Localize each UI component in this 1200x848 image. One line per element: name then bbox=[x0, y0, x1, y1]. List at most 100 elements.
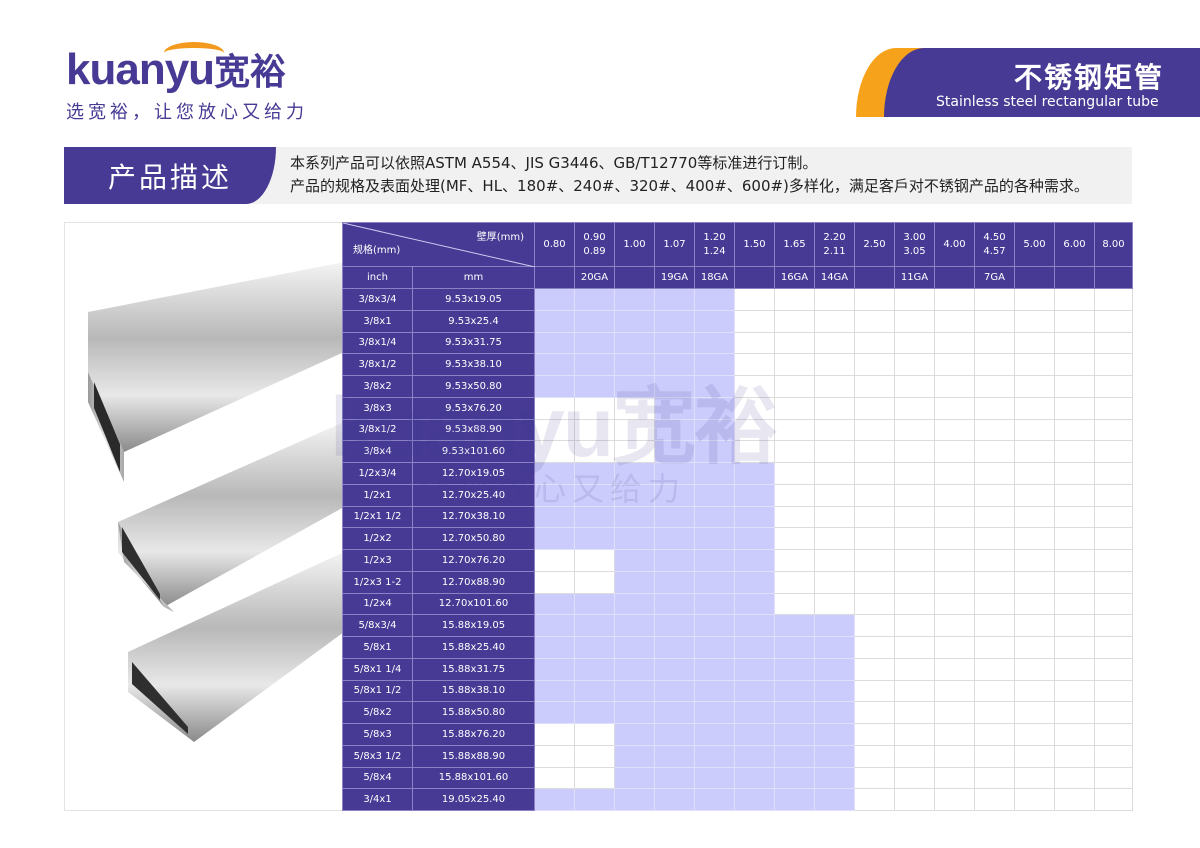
table-row: 3/8x3/4 9.53x19.05 bbox=[342, 288, 1133, 311]
empty-cell bbox=[934, 788, 975, 811]
spec-table: 壁厚(mm) 规格(mm) 0.80 0.90 0.89 1.00 1.07 1.20 1.… bbox=[342, 222, 1133, 811]
empty-cell bbox=[854, 614, 895, 637]
gauge-cell: 20GA bbox=[574, 266, 615, 289]
available-cell bbox=[574, 505, 615, 529]
empty-cell bbox=[814, 375, 855, 398]
gauge-cell bbox=[1014, 266, 1055, 289]
empty-cell bbox=[934, 592, 975, 616]
available-cell bbox=[574, 353, 615, 376]
available-cell bbox=[654, 353, 695, 376]
available-cell bbox=[814, 701, 855, 724]
available-cell bbox=[574, 657, 615, 681]
empty-cell bbox=[974, 418, 1015, 442]
empty-cell bbox=[574, 440, 615, 463]
empty-cell bbox=[854, 505, 895, 529]
inch-cell: 3/8x1/4 bbox=[342, 331, 413, 355]
available-cell bbox=[574, 679, 615, 703]
empty-cell bbox=[934, 701, 975, 724]
empty-cell bbox=[854, 549, 895, 572]
empty-cell bbox=[534, 570, 575, 594]
empty-cell bbox=[814, 505, 855, 529]
empty-cell bbox=[974, 549, 1015, 572]
mm-cell: 12.70x76.20 bbox=[412, 549, 535, 572]
available-cell bbox=[654, 592, 695, 616]
thickness-value: 2.20 bbox=[823, 231, 846, 243]
empty-cell bbox=[1094, 636, 1133, 659]
empty-cell bbox=[894, 788, 935, 811]
empty-cell bbox=[934, 288, 975, 311]
available-cell bbox=[614, 309, 655, 333]
empty-cell bbox=[734, 418, 775, 442]
table-row: 1/2x1 12.70x25.40 bbox=[342, 483, 1133, 507]
empty-cell bbox=[1014, 636, 1055, 659]
table-row: 5/8x1 1/2 15.88x38.10 bbox=[342, 679, 1133, 703]
mm-cell: 9.53x38.10 bbox=[412, 353, 535, 376]
empty-cell bbox=[814, 592, 855, 616]
empty-cell bbox=[1094, 309, 1133, 333]
empty-cell bbox=[534, 440, 575, 463]
empty-cell bbox=[974, 657, 1015, 681]
mm-cell: 12.70x50.80 bbox=[412, 527, 535, 550]
available-cell bbox=[534, 592, 575, 616]
thickness-value: 0.90 bbox=[583, 231, 606, 243]
empty-cell bbox=[1054, 701, 1095, 724]
available-cell bbox=[654, 701, 695, 724]
available-cell bbox=[734, 723, 775, 746]
empty-cell bbox=[974, 505, 1015, 529]
empty-cell bbox=[814, 483, 855, 507]
empty-cell bbox=[1014, 744, 1055, 768]
empty-cell bbox=[1014, 331, 1055, 355]
empty-cell bbox=[894, 462, 935, 485]
empty-cell bbox=[1014, 679, 1055, 703]
empty-cell bbox=[614, 418, 655, 442]
empty-cell bbox=[814, 570, 855, 594]
gauge-cell: 16GA bbox=[774, 266, 815, 289]
available-cell bbox=[574, 288, 615, 311]
empty-cell bbox=[1054, 396, 1095, 420]
mm-cell: 9.53x88.90 bbox=[412, 418, 535, 442]
empty-cell bbox=[774, 549, 815, 572]
empty-cell bbox=[574, 766, 615, 790]
empty-cell bbox=[1054, 614, 1095, 637]
available-cell bbox=[534, 788, 575, 811]
page-title: 不锈钢矩管 bbox=[1014, 61, 1165, 94]
inch-cell: 1/2x2 bbox=[342, 527, 413, 550]
mm-cell: 15.88x19.05 bbox=[412, 614, 535, 637]
empty-cell bbox=[854, 570, 895, 594]
empty-cell bbox=[894, 331, 935, 355]
inch-cell: 1/2x1 1/2 bbox=[342, 505, 413, 529]
description-line-2: 产品的规格及表面处理(MF、HL、180#、240#、320#、400#、600… bbox=[290, 177, 1089, 195]
empty-cell bbox=[1014, 396, 1055, 420]
empty-cell bbox=[1094, 527, 1133, 550]
empty-cell bbox=[774, 505, 815, 529]
empty-cell bbox=[974, 483, 1015, 507]
empty-cell bbox=[1094, 592, 1133, 616]
tube-3 bbox=[128, 552, 344, 742]
empty-cell bbox=[774, 331, 815, 355]
empty-cell bbox=[974, 331, 1015, 355]
gauge-cell: 19GA bbox=[654, 266, 695, 289]
available-cell bbox=[574, 636, 615, 659]
empty-cell bbox=[854, 744, 895, 768]
empty-cell bbox=[1054, 657, 1095, 681]
thickness-col-header: 1.20 1.24 bbox=[694, 222, 735, 267]
available-cell bbox=[534, 462, 575, 485]
available-cell bbox=[574, 592, 615, 616]
mm-cell: 15.88x38.10 bbox=[412, 679, 535, 703]
empty-cell bbox=[854, 353, 895, 376]
empty-cell bbox=[854, 679, 895, 703]
empty-cell bbox=[854, 331, 895, 355]
mm-cell: 12.70x25.40 bbox=[412, 483, 535, 507]
empty-cell bbox=[854, 723, 895, 746]
empty-cell bbox=[1014, 723, 1055, 746]
gauge-cell bbox=[854, 266, 895, 289]
empty-cell bbox=[854, 375, 895, 398]
empty-cell bbox=[894, 614, 935, 637]
empty-cell bbox=[1094, 375, 1133, 398]
empty-cell bbox=[574, 396, 615, 420]
available-cell bbox=[694, 592, 735, 616]
inch-cell: 3/8x3/4 bbox=[342, 288, 413, 311]
thickness-header: 壁厚(mm) bbox=[476, 232, 524, 243]
empty-cell bbox=[1094, 331, 1133, 355]
available-cell bbox=[814, 614, 855, 637]
